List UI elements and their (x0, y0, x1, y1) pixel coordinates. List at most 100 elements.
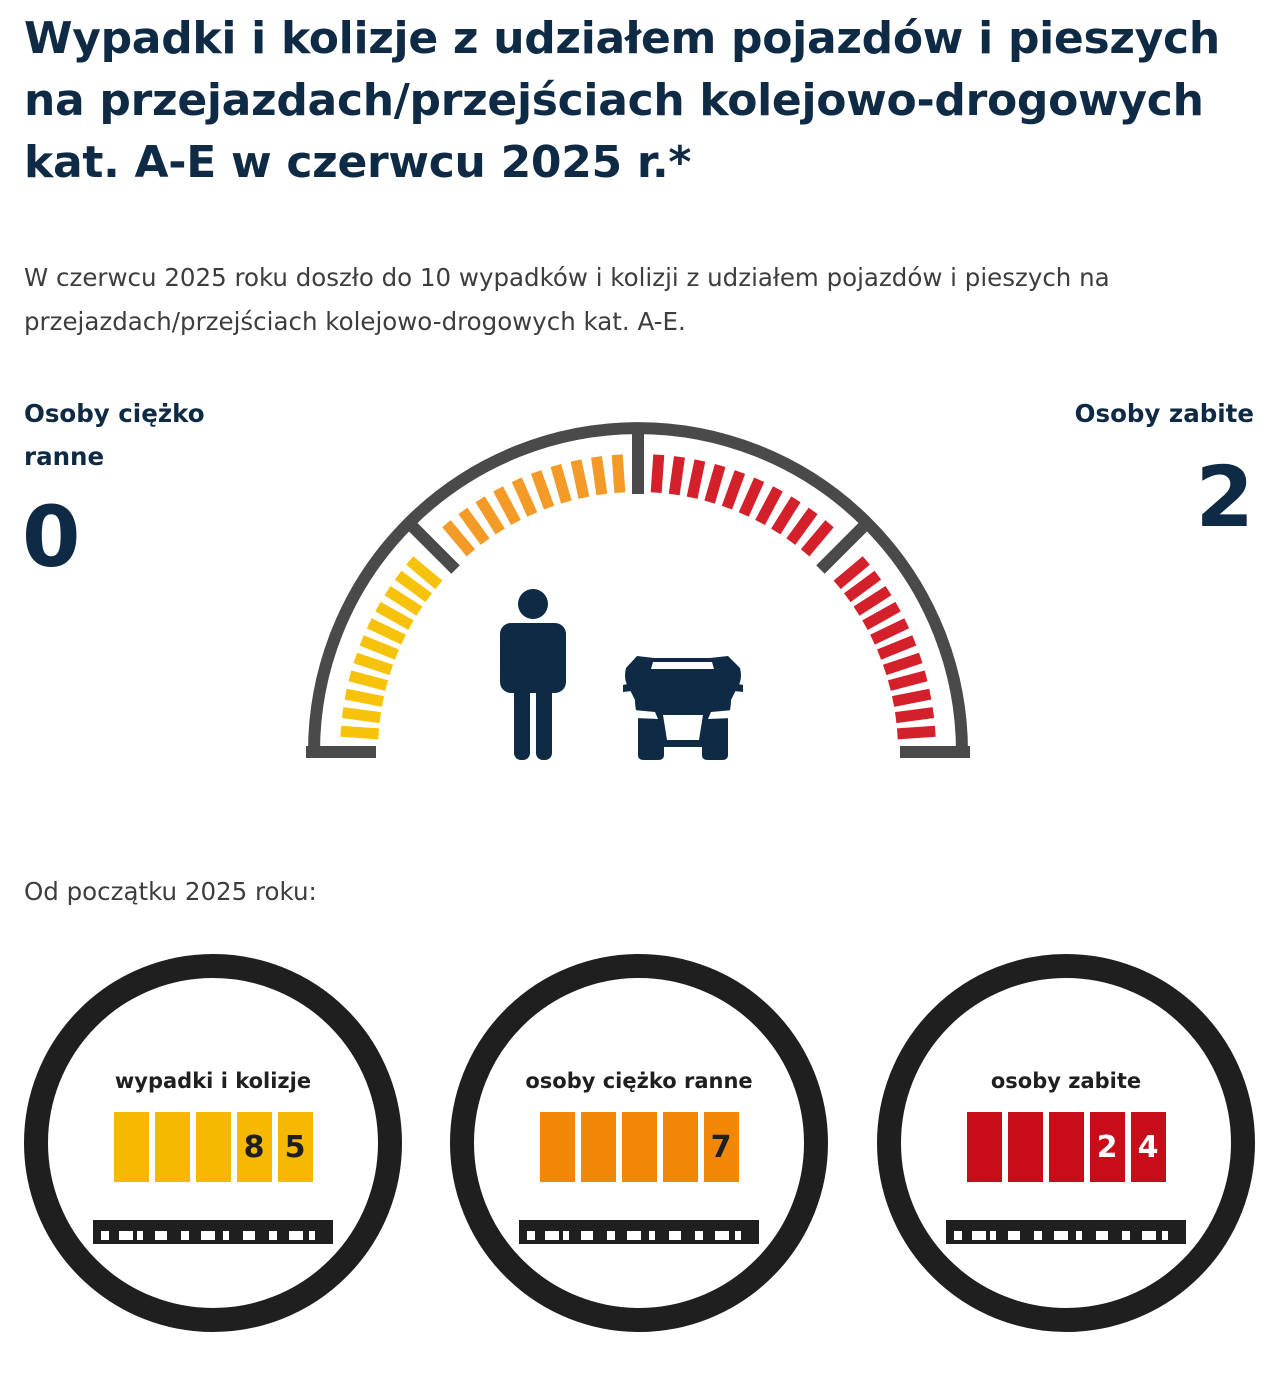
counter-digit (195, 1112, 231, 1182)
counter-digit (662, 1112, 698, 1182)
tread-notch (201, 1231, 215, 1240)
counter-digit: 2 (1089, 1112, 1125, 1182)
tread-notch (309, 1231, 315, 1240)
killed-value: 2 (1195, 448, 1254, 546)
tread-notch (563, 1231, 569, 1240)
killed-label: Osoby zabite (1074, 399, 1254, 428)
tread-notch (1054, 1231, 1068, 1240)
tread-notch (649, 1231, 655, 1240)
gauge-tick (340, 725, 380, 740)
gauge-tick (458, 507, 490, 545)
killed-counter-title: osoby zabite (990, 1069, 1142, 1093)
gauge-tick (877, 635, 917, 660)
gauge-tick (442, 520, 476, 557)
severity-gauge (306, 422, 970, 760)
lead-paragraph: W czerwcu 2025 roku doszło do 10 wypadkó… (24, 263, 1110, 336)
gauge-tick (896, 725, 936, 740)
killed-counter: 2 4 (901, 1112, 1231, 1182)
gauge-tick (384, 585, 423, 616)
tread-notch (269, 1231, 277, 1240)
tread-notch (695, 1231, 703, 1240)
gauge-tick (406, 556, 443, 590)
gauge-tick (650, 454, 665, 494)
tread-notch (137, 1231, 143, 1240)
gauge-tick (375, 601, 414, 630)
tread-notch (545, 1231, 559, 1240)
gauge-tick (844, 570, 882, 603)
gauge-tick (721, 470, 746, 510)
tread-notch (1162, 1231, 1168, 1240)
tire-tread-icon (519, 1220, 759, 1244)
counter-digit (1007, 1112, 1043, 1182)
tread-notch (1076, 1231, 1082, 1240)
gauge-tick (894, 707, 935, 724)
gauge-frame (306, 422, 970, 758)
tread-notch (181, 1231, 189, 1240)
tread-notch (1096, 1231, 1108, 1240)
injured-counter-tire: osoby ciężko ranne 7 (450, 954, 828, 1332)
tread-notch (972, 1231, 986, 1240)
tire-tread-icon (93, 1220, 333, 1244)
accidents-counter-tire: wypadki i kolizje 8 5 (24, 954, 402, 1332)
gauge-tick (359, 635, 399, 660)
counter-digit (966, 1112, 1002, 1182)
gauge-tick (348, 670, 389, 691)
gauge-tick (786, 507, 818, 545)
tread-notch (243, 1231, 255, 1240)
gauge-tick (550, 464, 572, 504)
tread-notch (1034, 1231, 1042, 1240)
gauge-tick (475, 496, 505, 535)
gauge-tick (800, 520, 834, 557)
gauge-tick (891, 688, 932, 707)
gauge-ticks (340, 454, 936, 740)
gauge-tick (870, 618, 910, 645)
killed-counter-tire: osoby zabite 2 4 (877, 954, 1255, 1332)
gauge-tick (493, 486, 521, 526)
tread-notch (954, 1231, 962, 1240)
tread-notch (669, 1231, 681, 1240)
seriously-injured-label: Osoby ciężko ranne (24, 399, 205, 471)
gauge-divider (816, 517, 873, 574)
tread-notch (581, 1231, 593, 1240)
counter-digit: 7 (703, 1112, 739, 1182)
gauge-tick (511, 477, 538, 517)
gauge-tick (833, 556, 870, 590)
page-title: Wypadki i kolizje z udziałem pojazdów i … (24, 13, 1220, 188)
tread-notch (990, 1231, 996, 1240)
gauge-tick (686, 459, 706, 499)
gauge-tick (738, 477, 765, 517)
accidents-counter-title: wypadki i kolizje (114, 1069, 312, 1093)
tread-notch (101, 1231, 109, 1240)
counter-digit (154, 1112, 190, 1182)
person-icon (500, 589, 566, 760)
counter-digit: 5 (277, 1112, 313, 1182)
gauge-tick (853, 585, 892, 616)
tread-notch (155, 1231, 167, 1240)
gauge-tick (394, 570, 432, 603)
counter-digit (580, 1112, 616, 1182)
gauge-tick (366, 618, 406, 645)
tread-notch (735, 1231, 741, 1240)
counter-digit (113, 1112, 149, 1182)
gauge-tick (887, 670, 928, 691)
tread-notch (1122, 1231, 1130, 1240)
car-icon (623, 656, 743, 760)
gauge-tick (530, 470, 555, 510)
injured-counter-title: osoby ciężko ranne (525, 1069, 753, 1093)
counter-digit: 4 (1130, 1112, 1166, 1182)
accidents-counter: 8 5 (48, 1112, 378, 1182)
gauge-tick (570, 459, 590, 499)
tread-notch (223, 1231, 229, 1240)
counter-digit (539, 1112, 575, 1182)
injured-counter: 7 (474, 1112, 804, 1182)
gauge-tick (771, 496, 801, 535)
gauge-tick (704, 464, 726, 504)
tread-notch (527, 1231, 535, 1240)
year-to-date-label: Od początku 2025 roku: (24, 877, 317, 906)
gauge-tick (353, 652, 394, 676)
counter-digit (621, 1112, 657, 1182)
gauge-tick (755, 486, 783, 526)
counter-digit (1048, 1112, 1084, 1182)
tread-notch (607, 1231, 615, 1240)
seriously-injured-value: 0 (22, 488, 81, 586)
